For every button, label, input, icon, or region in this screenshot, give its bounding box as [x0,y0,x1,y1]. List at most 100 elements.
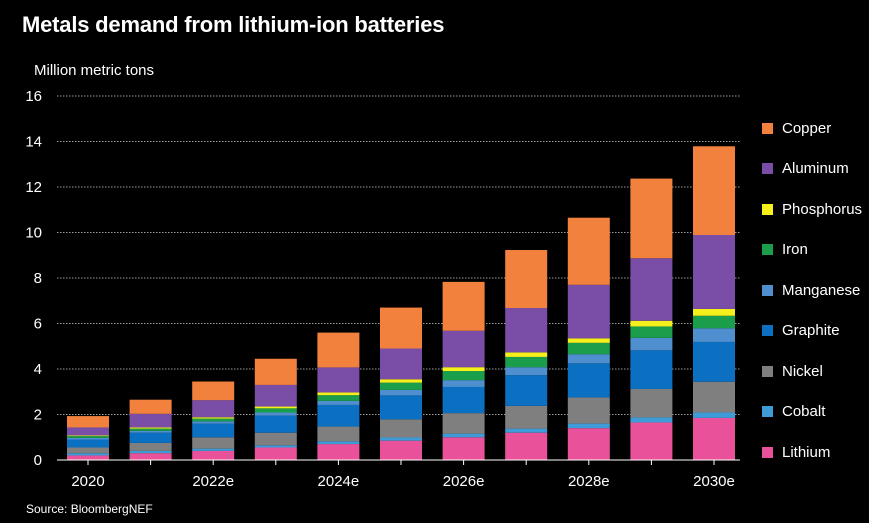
bar-segment-copper [67,416,109,428]
bar-segment-copper [254,358,297,385]
legend-label: Cobalt [782,403,826,421]
bar-segment-nickel [380,419,422,438]
bar-segment-phosphorus [317,392,360,396]
x-tick-label: 2024e [318,473,360,490]
x-tick-label: 2022e [192,473,234,490]
bar-segment-aluminum [192,400,235,418]
bar-segment-nickel [693,381,735,413]
bar-segment-iron [505,356,548,368]
bar-segment-iron [442,371,485,381]
legend-swatch [762,163,773,175]
bars [67,146,735,460]
bar-segment-phosphorus [254,406,297,409]
bar-segment-nickel [505,405,548,429]
bar-segment-nickel [630,389,673,418]
bar-segment-graphite [567,363,610,398]
bar-segment-manganese [693,328,735,342]
legend-item-phosphorus: Phosphorus [762,189,862,230]
bar-segment-lithium [67,455,109,460]
bar-segment-cobalt [442,433,485,438]
bar-segment-lithium [254,447,297,460]
bar-segment-lithium [129,453,172,460]
bar-segment-manganese [254,412,297,416]
bar-segment-manganese [567,354,610,364]
source-note: Source: BloombergNEF [26,502,153,516]
bar-segment-nickel [192,437,235,449]
legend-swatch [762,325,773,337]
bar-segment-graphite [317,404,360,427]
bar-segment-phosphorus [693,308,735,316]
bar-segment-copper [630,178,673,259]
bar-segment-manganese [380,389,422,396]
bar-segment-manganese [442,380,485,387]
bar-segment-copper [693,146,735,236]
x-tick-label: 2020 [71,473,104,490]
legend: Copper Aluminum Phosphorus Iron Manganese Gra… [762,108,862,473]
legend-item-copper: Copper [762,108,862,149]
bar-segment-cobalt [317,441,360,445]
bar-segment-nickel [567,397,610,424]
bar-segment-iron [129,428,172,431]
bar-segment-cobalt [192,448,235,451]
legend-swatch [762,284,773,296]
bar-segment-phosphorus [129,427,172,429]
bar-segment-aluminum [505,308,548,353]
bar-segment-graphite [380,395,422,420]
y-tick-label: 14 [25,134,42,151]
y-tick-label: 12 [25,179,42,196]
bar-segment-graphite [67,439,109,448]
bar-segment-lithium [317,444,360,460]
chart-title: Metals demand from lithium-ion batteries [22,12,445,37]
bar-segment-nickel [317,426,360,442]
legend-item-iron: Iron [762,230,862,271]
bar-segment-graphite [505,375,548,406]
bar-segment-manganese [129,430,172,433]
bar-segment-iron [630,326,673,338]
y-tick-label: 10 [25,225,42,242]
bar-segment-lithium [630,422,673,460]
bar-segment-copper [192,381,235,401]
y-axis-label: Million metric tons [34,62,155,79]
bar-segment-iron [192,418,235,422]
bar-segment-aluminum [630,258,673,321]
bar-segment-iron [380,382,422,390]
bar-segment-aluminum [442,330,485,368]
y-tick-label: 8 [34,270,42,287]
bar-segment-iron [317,395,360,401]
bar-segment-iron [254,408,297,413]
legend-label: Manganese [782,281,861,299]
bar-segment-cobalt [693,412,735,418]
bar-segment-copper [380,307,422,349]
legend-item-lithium: Lithium [762,432,862,473]
bar-segment-nickel [442,413,485,434]
legend-item-manganese: Manganese [762,270,862,311]
bar-segment-aluminum [129,413,172,428]
legend-item-nickel: Nickel [762,351,862,392]
bar-segment-aluminum [693,235,735,309]
bar-segment-copper [129,399,172,414]
bar-segment-lithium [505,432,548,460]
bar-segment-phosphorus [567,338,610,343]
bar-segment-cobalt [505,428,548,433]
legend-swatch [762,365,773,377]
bar-segment-aluminum [317,367,360,393]
bar-segment-phosphorus [505,352,548,357]
legend-swatch [762,203,773,215]
legend-swatch [762,244,773,256]
legend-label: Copper [782,119,832,137]
bar-segment-graphite [192,423,235,438]
bar-segment-copper [317,332,360,368]
bar-segment-lithium [693,417,735,460]
legend-item-graphite: Graphite [762,311,862,352]
y-tick-label: 4 [34,361,42,378]
bar-segment-copper [505,250,548,309]
bar-segment-iron [567,342,610,355]
bar-segment-manganese [505,367,548,376]
legend-swatch [762,446,773,458]
x-tick-label: 2030e [693,473,735,490]
bar-segment-lithium [192,450,235,460]
legend-label: Aluminum [782,160,849,178]
bar-segment-copper [567,217,610,285]
bar-segment-graphite [129,432,172,443]
